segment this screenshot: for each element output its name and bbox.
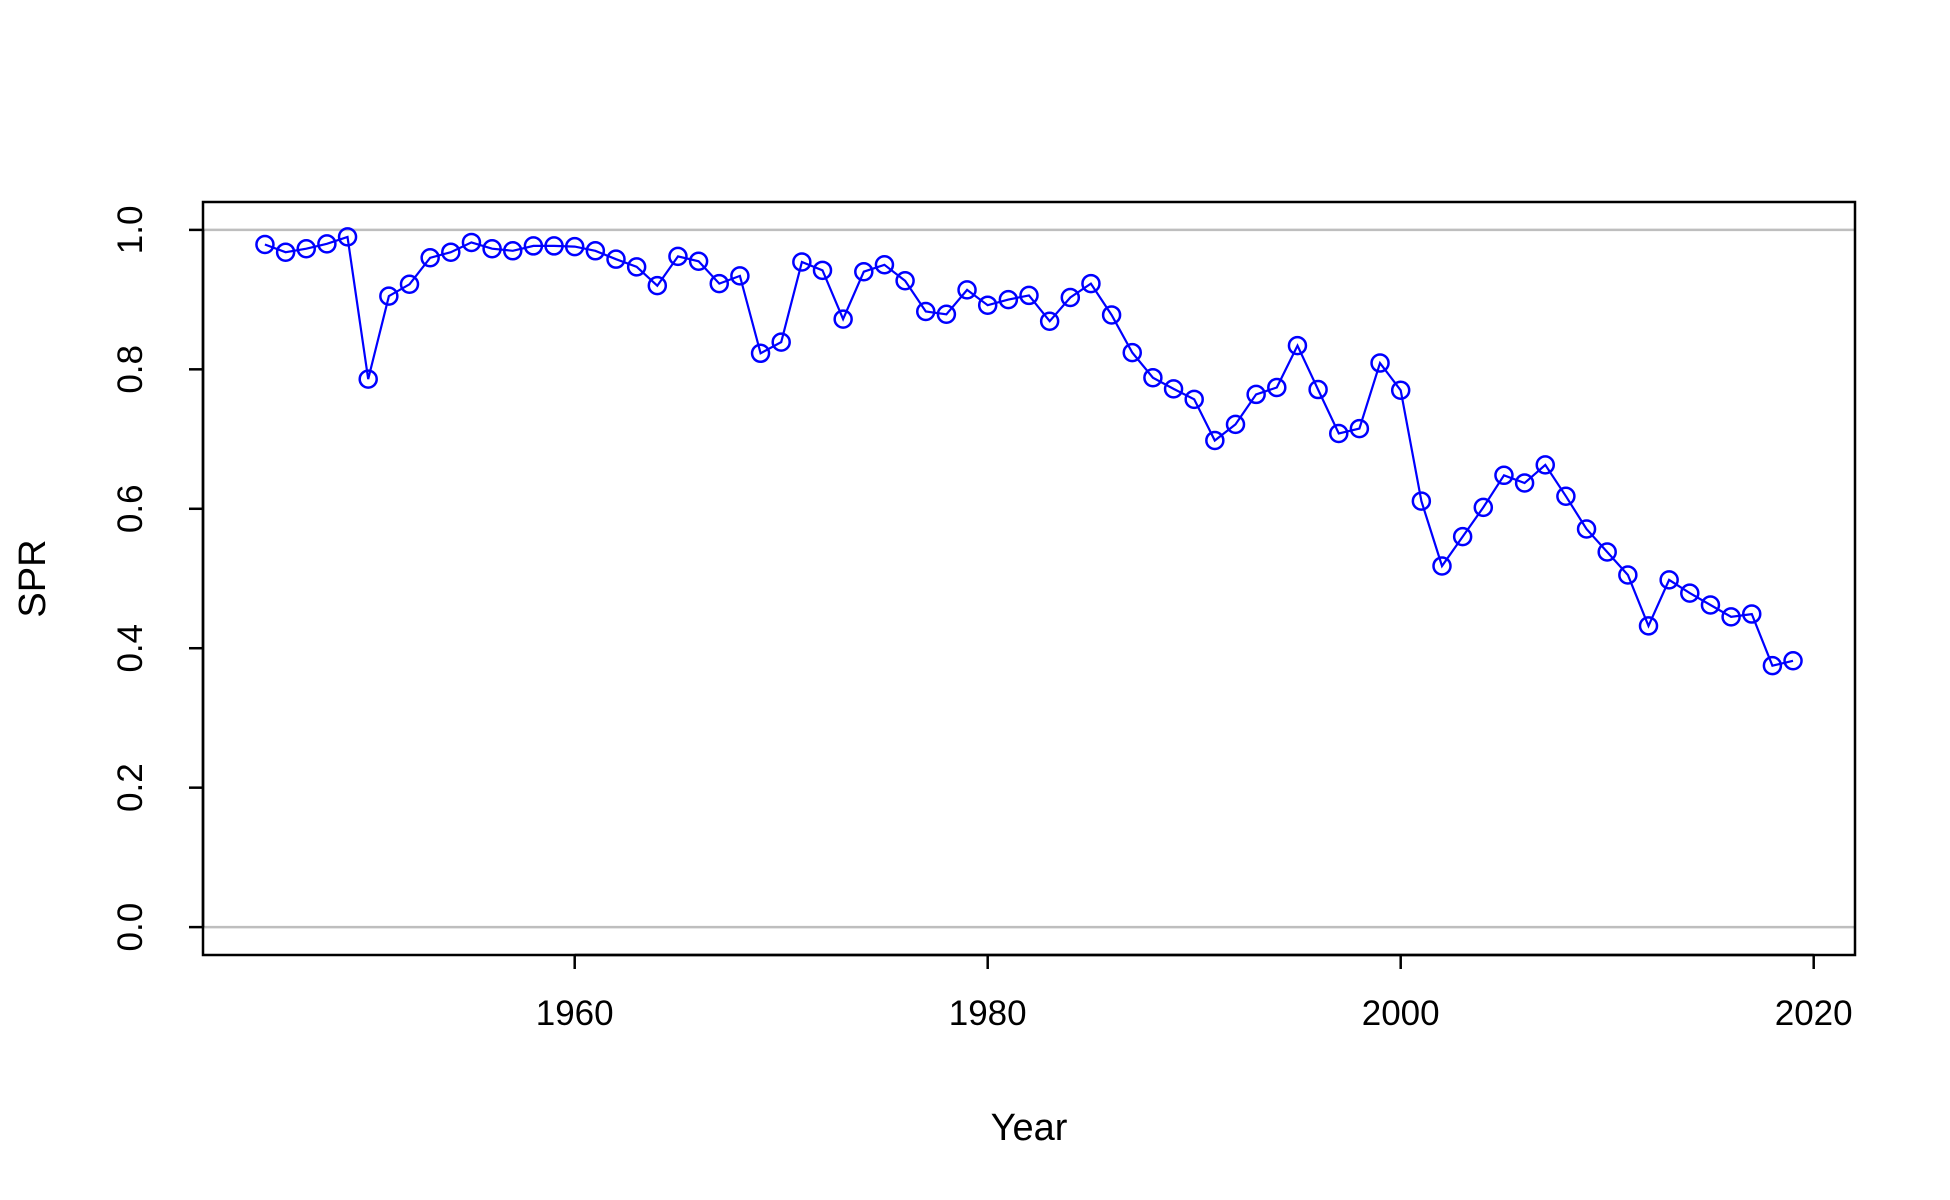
data-point [1267, 377, 1287, 398]
data-point [1721, 607, 1741, 627]
x-tick-label: 2000 [1362, 994, 1440, 1033]
data-point [936, 304, 957, 325]
data-point [544, 236, 564, 256]
data-point [1390, 380, 1411, 400]
data-point [1370, 353, 1390, 373]
y-tick-label: 1.0 [111, 206, 150, 255]
data-point [606, 249, 626, 269]
data-point [1225, 414, 1246, 435]
data-point [461, 232, 482, 253]
data-point [337, 227, 358, 247]
data-point [854, 261, 874, 282]
data-point [564, 236, 585, 257]
data-point [503, 241, 523, 261]
y-axis-label: SPR [12, 539, 54, 617]
data-point [275, 242, 296, 262]
data-point [1556, 486, 1576, 506]
data-point [420, 248, 440, 268]
data-point [1576, 519, 1597, 539]
data-point [358, 369, 378, 389]
data-point [1081, 273, 1101, 294]
data-point [1101, 305, 1122, 325]
data-point [523, 236, 544, 256]
data-point [1452, 526, 1473, 547]
data-point [1432, 556, 1452, 576]
data-point [1535, 455, 1555, 475]
data-point [1039, 311, 1060, 331]
data-point [833, 309, 853, 329]
data-point [916, 301, 936, 322]
data-point [1742, 604, 1762, 624]
data-point [1308, 379, 1328, 400]
data-point [1473, 497, 1494, 518]
data-point [1680, 583, 1700, 603]
data-point [668, 246, 688, 267]
data-point [1659, 570, 1679, 590]
y-tick-label: 0.8 [111, 345, 150, 394]
data-point [255, 234, 275, 255]
data-point [1143, 367, 1163, 388]
data-point [296, 238, 316, 259]
data-point [1514, 473, 1535, 493]
y-tick-label: 0.4 [111, 624, 150, 673]
data-point [1783, 651, 1803, 671]
data-point [482, 238, 502, 259]
data-point [1349, 418, 1370, 439]
data-point [771, 332, 791, 352]
data-point [1494, 465, 1514, 486]
data-point [1122, 342, 1142, 363]
data-point [1411, 491, 1432, 511]
data-point [1618, 565, 1638, 585]
data-point [730, 266, 750, 286]
data-point [399, 274, 420, 295]
y-tick-label: 0.2 [111, 763, 150, 812]
data-point [1019, 285, 1039, 306]
data-point [957, 280, 977, 300]
data-point [585, 241, 606, 261]
x-tick-label: 1980 [949, 994, 1027, 1033]
data-point [792, 252, 812, 272]
data-point [874, 255, 895, 275]
data-point [647, 275, 668, 296]
data-point [1246, 384, 1266, 405]
reference-lines [203, 228, 1855, 929]
data-point [626, 257, 647, 277]
data-point [317, 234, 337, 254]
data-point [895, 271, 915, 291]
data-point [812, 260, 833, 281]
data-point [1163, 379, 1184, 399]
data-point [1762, 655, 1783, 676]
data-point [1205, 430, 1225, 451]
data-point [1287, 335, 1308, 356]
data-point [709, 273, 729, 294]
y-axis: 0.0 0.2 0.4 0.6 0.8 1.0 [111, 206, 205, 952]
data-point [1184, 389, 1204, 410]
x-axis-label: Year [991, 1107, 1068, 1149]
x-tick-label: 2020 [1775, 994, 1853, 1033]
data-point [977, 295, 998, 315]
plot-frame [201, 200, 1857, 957]
data-point [688, 251, 709, 272]
y-tick-label: 0.0 [111, 903, 150, 952]
data-point [379, 286, 399, 306]
x-axis: 1960 1980 2000 2020 [536, 953, 1853, 1033]
data-point [1329, 423, 1349, 444]
data-point [1597, 542, 1617, 562]
data-point [1638, 616, 1659, 636]
data-point [1700, 595, 1721, 615]
data-point [998, 289, 1019, 310]
y-tick-label: 0.6 [111, 484, 150, 533]
data-point [441, 242, 461, 262]
data-point [1060, 287, 1081, 308]
x-tick-label: 1960 [536, 994, 614, 1033]
data-point [750, 343, 771, 364]
series-layer [255, 227, 1803, 676]
